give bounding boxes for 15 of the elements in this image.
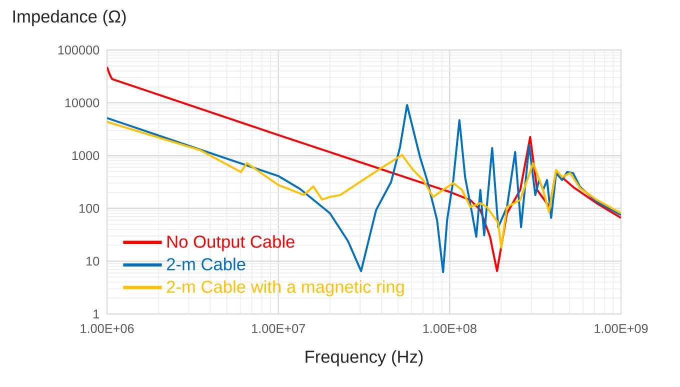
x-axis-title: Frequency (Hz)	[306, 350, 423, 366]
y-tick-label: 100000	[58, 46, 100, 54]
x-tick-label: 1.00E+08	[423, 324, 476, 334]
y-tick-label: 1	[94, 310, 100, 318]
y-tick-label: 10	[86, 256, 100, 266]
legend-label: 2-m Cable	[166, 258, 246, 270]
x-tick-label: 1.00E+09	[594, 324, 648, 334]
y-axis-title: Impedance (Ω)	[13, 10, 126, 26]
x-tick-label: 1.00E+07	[252, 324, 306, 334]
x-tick-label: 1.00E+06	[80, 324, 134, 334]
legend-label: No Output Cable	[168, 235, 294, 252]
y-tick-label: 100	[79, 204, 100, 213]
legend-label: 2-m Cable with a magnetic ring	[166, 280, 404, 296]
y-tick-label: 10000	[65, 98, 100, 108]
y-tick-label: 1000	[72, 151, 100, 160]
